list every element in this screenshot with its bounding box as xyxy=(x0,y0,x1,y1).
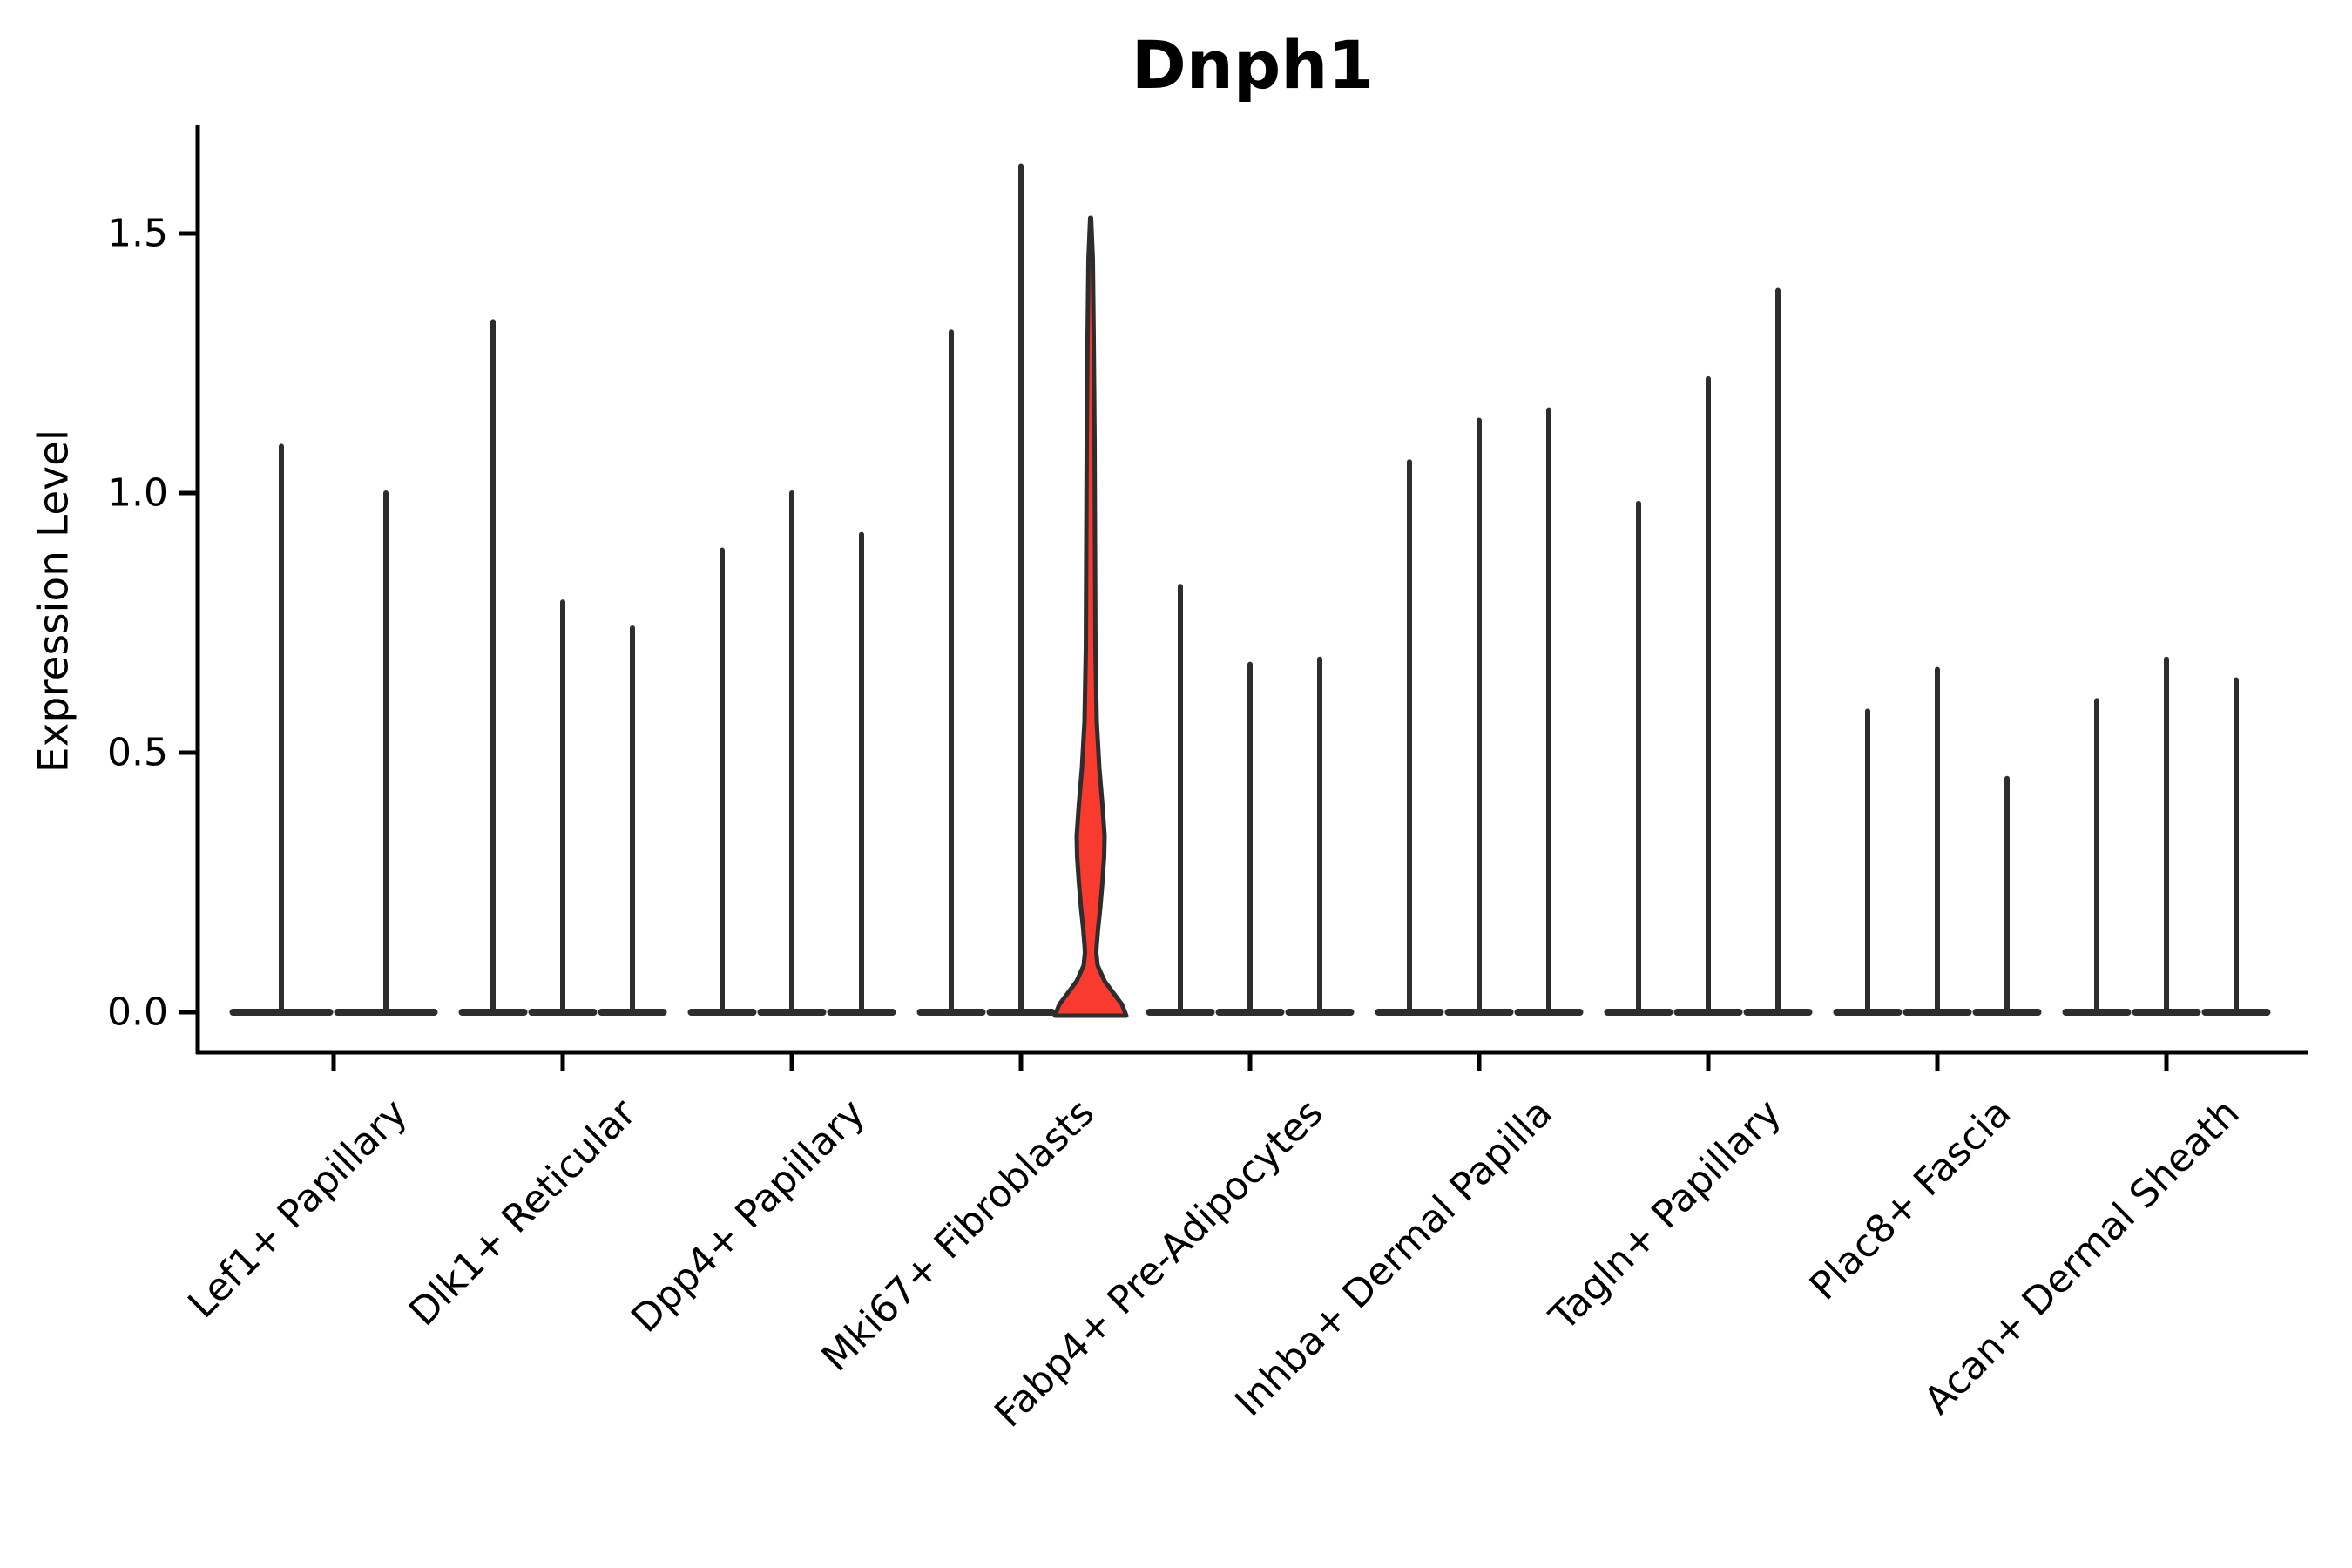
highlighted-violin xyxy=(1052,215,1129,1018)
chart-title: Dnph1 xyxy=(1131,26,1375,104)
y-tick-label: 0.5 xyxy=(107,731,168,775)
y-tick-label: 1.0 xyxy=(107,471,168,516)
y-tick-label: 1.5 xyxy=(107,212,168,256)
y-tick-label: 0.0 xyxy=(107,990,168,1035)
